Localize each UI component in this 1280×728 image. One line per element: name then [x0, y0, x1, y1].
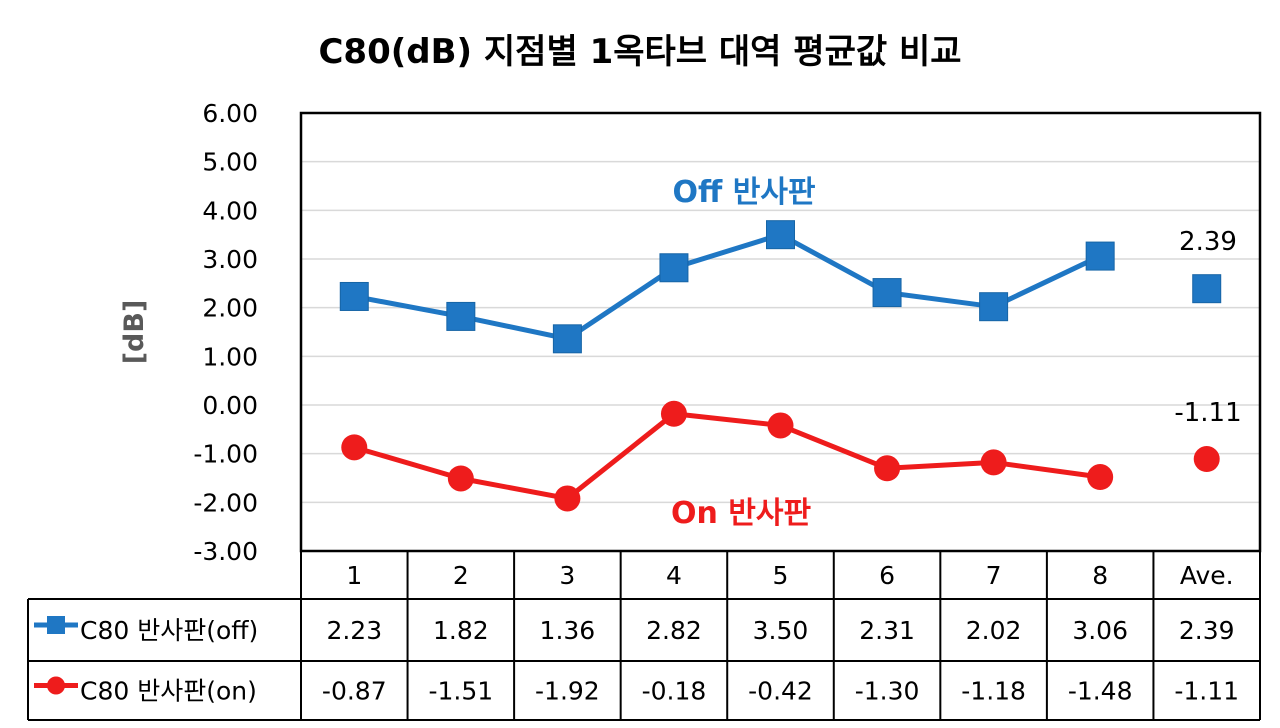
point-marker: [872, 278, 902, 308]
point-marker: [339, 281, 369, 311]
table-cell: -1.51: [428, 677, 493, 706]
point-marker: [554, 485, 581, 512]
point-marker: [980, 449, 1007, 476]
table-cell: -1.18: [961, 677, 1026, 706]
x-tick-label: 6: [879, 561, 895, 590]
data-label-ave-off: 2.39: [1179, 227, 1237, 257]
point-marker: [1192, 274, 1222, 304]
point-marker: [341, 434, 368, 461]
point-marker: [1193, 446, 1220, 473]
point-marker: [767, 412, 794, 439]
table-cell: -0.18: [642, 677, 707, 706]
legend-label: C80 반사판(on): [80, 677, 257, 706]
data-label-ave-on: -1.11: [1174, 398, 1241, 428]
y-tick-label: 4.00: [202, 196, 258, 225]
table-cell: 2.39: [1179, 616, 1235, 645]
chart-title: C80(dB) 지점별 1옥타브 대역 평균값 비교: [318, 32, 962, 72]
table-cell: -1.30: [855, 677, 920, 706]
y-tick-label: -1.00: [193, 440, 258, 469]
y-axis-label: [dB]: [119, 300, 150, 365]
x-tick-label: 2: [453, 561, 469, 590]
point-marker: [446, 301, 476, 331]
x-tick-label: 8: [1092, 561, 1108, 590]
y-tick-label: 0.00: [202, 391, 258, 420]
annotation-on: On 반사판: [671, 496, 812, 531]
x-tick-label: 4: [666, 561, 682, 590]
y-tick-label: -2.00: [193, 488, 258, 517]
series-line-2: [353, 411, 1101, 501]
table-cell: -0.87: [322, 677, 387, 706]
x-tick-label: 5: [773, 561, 789, 590]
legend-key-marker: [47, 616, 65, 634]
point-marker: [552, 324, 582, 354]
y-tick-label: 6.00: [202, 99, 258, 128]
legend-label: C80 반사판(off): [80, 616, 258, 645]
point-marker: [660, 400, 687, 427]
table-cell: 2.82: [646, 616, 702, 645]
y-tick-label: -3.00: [193, 537, 258, 566]
table-cell: 2.23: [326, 616, 382, 645]
table-cell: 2.31: [859, 616, 915, 645]
x-tick-label: 3: [559, 561, 575, 590]
legend-key-marker: [47, 676, 65, 695]
x-tick-label: Ave.: [1180, 561, 1234, 590]
table-cell: 3.06: [1072, 616, 1128, 645]
point-marker: [659, 253, 689, 283]
table-cell: 2.02: [966, 616, 1022, 645]
table-cell: -1.11: [1174, 677, 1239, 706]
point-marker: [447, 465, 474, 492]
annotation-off: Off 반사판: [672, 175, 815, 210]
point-marker: [874, 455, 901, 482]
table-cell: -1.92: [535, 677, 600, 706]
point-marker: [979, 292, 1009, 322]
y-tick-label: 3.00: [202, 245, 258, 274]
table-cell: 1.36: [540, 616, 596, 645]
table-cell: -0.42: [748, 677, 813, 706]
x-tick-label: 7: [986, 561, 1002, 590]
y-tick-label: 1.00: [202, 342, 258, 371]
x-tick-label: 1: [346, 561, 362, 590]
y-tick-label: 5.00: [202, 148, 258, 177]
series-line-1: [353, 232, 1102, 342]
table-cell: 1.82: [433, 616, 489, 645]
point-marker: [1087, 464, 1114, 491]
point-marker: [1085, 241, 1115, 271]
table-cell: -1.48: [1068, 677, 1133, 706]
y-tick-label: 2.00: [202, 294, 258, 323]
table-cell: 3.50: [753, 616, 809, 645]
point-marker: [766, 220, 795, 250]
